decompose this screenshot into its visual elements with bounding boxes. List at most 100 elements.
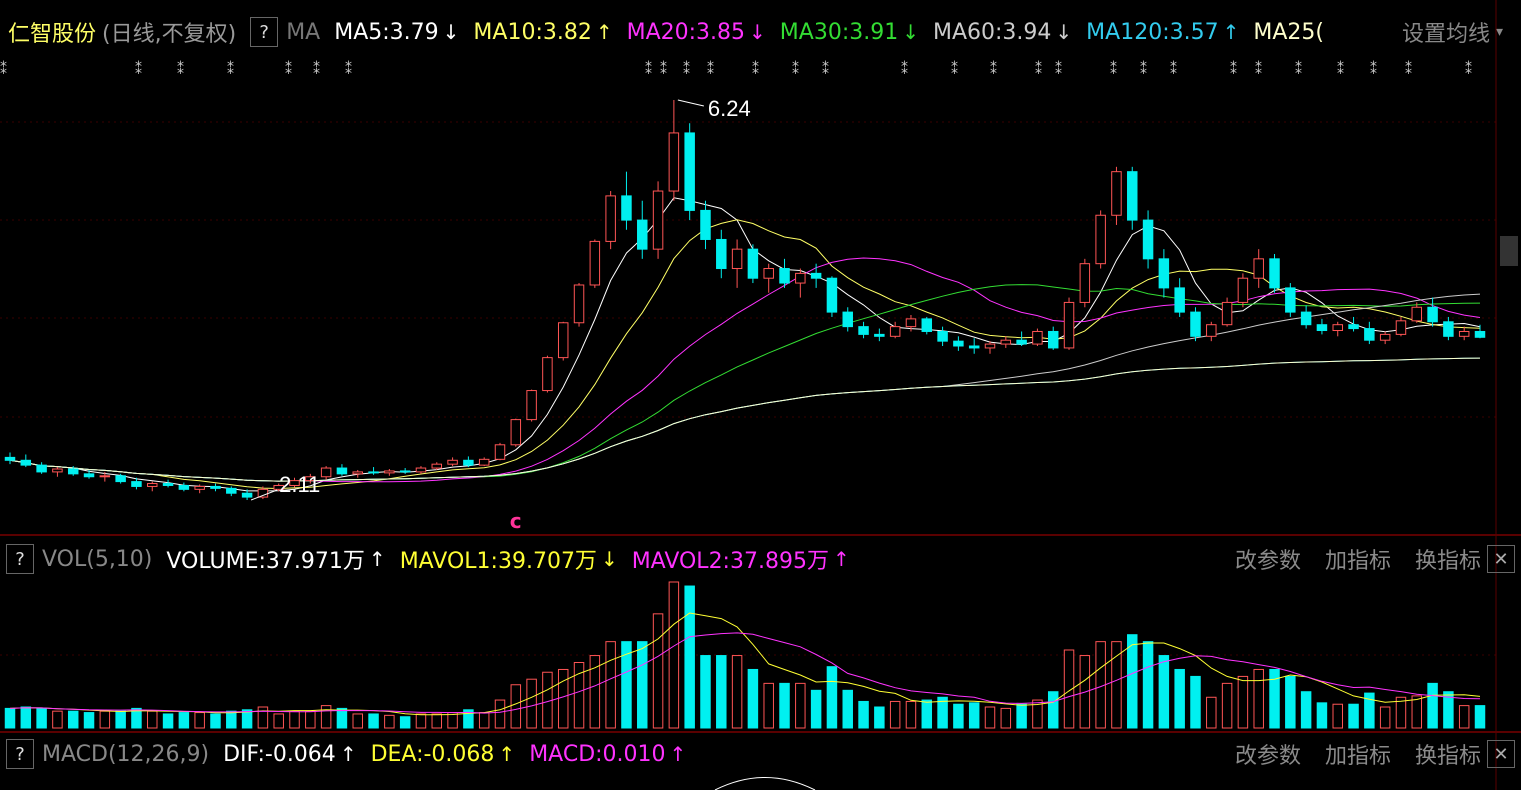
event-tick: ⁑ [285, 60, 292, 78]
candle-body [810, 272, 822, 279]
volume-bar [1032, 699, 1043, 729]
volume-bar [1016, 703, 1027, 729]
switch-indicator-button[interactable]: 换指标 [1414, 744, 1481, 769]
candle-body [1269, 258, 1280, 289]
volume-bar [1474, 705, 1486, 729]
modify-params-button[interactable]: 改参数 [1234, 549, 1301, 574]
arrow-icon: ↓ [600, 547, 618, 571]
mavol1-value: MAVOL1:39.707万 ↓ [400, 543, 618, 575]
candle-body [1411, 306, 1423, 322]
candle-body [557, 322, 569, 359]
arrow-icon: ↓ [1055, 20, 1073, 44]
macd-tools: 改参数 加指标 换指标 [1235, 738, 1481, 770]
candle-body [747, 248, 759, 279]
volume-bar [984, 706, 996, 729]
candle-body [1174, 287, 1185, 313]
volume-label: VOLUME:37.971万 [166, 549, 365, 574]
event-tick: ⁑ [1295, 60, 1302, 78]
event-tick: ⁑ [313, 60, 320, 78]
modify-params-button[interactable]: 改参数 [1234, 744, 1301, 769]
volume-bar [1285, 675, 1296, 729]
arrow-icon: ↑ [595, 20, 613, 44]
mavol2-line [9, 632, 1481, 714]
ma-settings[interactable]: 设置均线 ▾ [1402, 12, 1503, 52]
volume-bar [573, 662, 585, 729]
macd-label: MACD:0.010 [529, 741, 666, 767]
event-tick: ⁑ [1035, 60, 1042, 78]
volume-bar [1047, 691, 1059, 729]
event-tick: ⁑ [1170, 60, 1177, 78]
event-tick: ⁑ [660, 60, 667, 78]
event-tick: ⁑ [645, 60, 652, 78]
volume-bar [621, 641, 632, 729]
volume-bar [510, 684, 522, 729]
stock-name[interactable]: 仁智股份 [8, 22, 97, 47]
candle-body [352, 471, 363, 475]
volume-bar [20, 706, 32, 729]
event-tick: ⁑ [1255, 60, 1262, 78]
candle-body [589, 240, 601, 286]
close-icon[interactable]: ✕ [1487, 545, 1515, 573]
candle-body [953, 340, 964, 347]
candle-body [1253, 258, 1264, 279]
event-tick: ⁑ [1337, 60, 1344, 78]
ma30-line [9, 284, 1481, 482]
candle-body [99, 475, 111, 478]
ma-value: MA20:3.85 [626, 19, 746, 45]
volume-bar [968, 702, 980, 729]
ma120-line [9, 357, 1481, 482]
macd-help-button[interactable]: ? [6, 739, 34, 769]
ma250-line [9, 357, 1481, 482]
arrow-icon: ↑ [1222, 20, 1240, 44]
mavol2-label: MAVOL2:37.895万 [631, 549, 829, 574]
volume-bar [1395, 696, 1407, 729]
switch-indicator-button[interactable]: 换指标 [1414, 549, 1481, 574]
help-button[interactable]: ? [250, 17, 279, 47]
candle-body [478, 458, 490, 466]
volume-bar [1411, 695, 1423, 729]
volume-bar [1063, 649, 1075, 729]
ma10-line [9, 219, 1481, 490]
ma-settings-label: 设置均线 [1401, 22, 1490, 47]
volume-bar [605, 641, 616, 729]
event-tick: ⁑ [792, 60, 799, 78]
add-indicator-button[interactable]: 加指标 [1324, 549, 1391, 574]
volume-bar [810, 689, 822, 729]
add-indicator-button[interactable]: 加指标 [1324, 744, 1391, 769]
dea-label: DEA:-0.068 [370, 741, 495, 767]
candle-body [241, 492, 253, 498]
event-tick: ⁑ [0, 60, 7, 78]
volume-bar [352, 713, 363, 729]
ma-value: MA10:3.82 [473, 19, 592, 45]
event-marker: c [510, 509, 522, 533]
candle-body [1190, 311, 1201, 337]
candle-body [1016, 339, 1027, 345]
volume-bar [147, 710, 158, 729]
volume-bar [494, 699, 506, 729]
scrollbar-thumb [1500, 236, 1518, 266]
ma-item-ma30: MA30:3.91 ↓ [780, 20, 919, 45]
event-tick: ⁑ [901, 60, 908, 78]
ma-label: MA [286, 19, 321, 45]
arrow-icon: ↑ [498, 742, 516, 766]
volume-bar [83, 712, 95, 729]
low-label: 2.11 [279, 472, 320, 497]
volume-bar [637, 641, 648, 729]
candle-body [399, 470, 411, 473]
dif-value: DIF:-0.064 ↑ [223, 742, 356, 767]
volume-bar [747, 668, 759, 729]
volume-help-button[interactable]: ? [6, 544, 34, 574]
candle-body [463, 459, 474, 466]
mavol1-label: MAVOL1:39.707万 [399, 549, 597, 574]
high-pointer [677, 99, 704, 107]
close-icon[interactable]: ✕ [1487, 740, 1515, 768]
event-tick: ⁑ [1230, 60, 1237, 78]
volume-bar [937, 696, 948, 729]
volume-bar [826, 666, 838, 729]
candle-body [1047, 330, 1059, 349]
arrow-icon: ↓ [749, 20, 766, 44]
volume-bar [889, 700, 901, 729]
volume-bar [1000, 707, 1012, 729]
candle-body [147, 483, 158, 487]
event-tick: ⁑ [1465, 60, 1472, 78]
